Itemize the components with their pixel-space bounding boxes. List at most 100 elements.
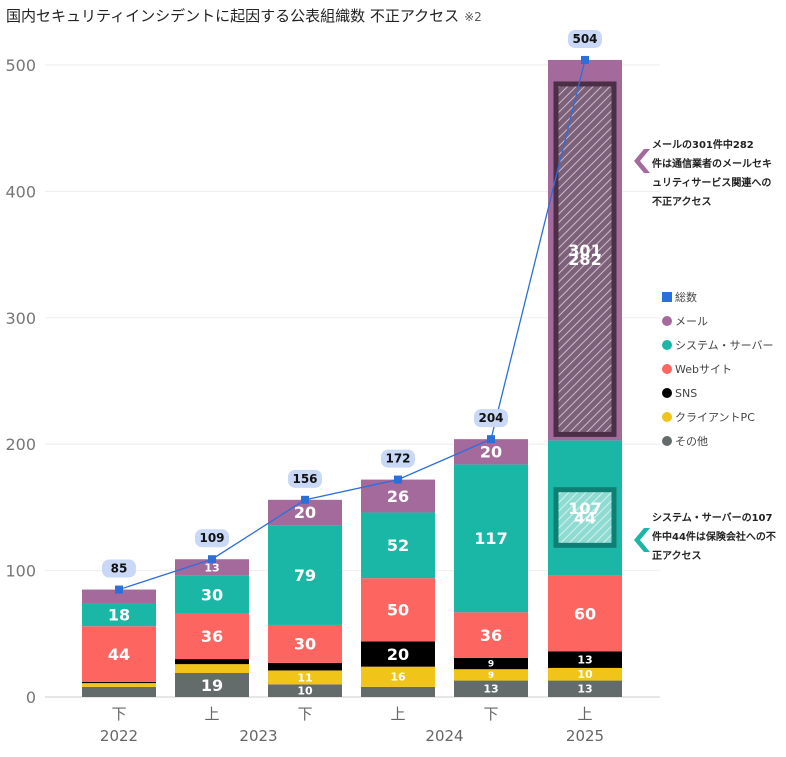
total-label-bubble <box>568 29 602 48</box>
bar-segment <box>175 559 249 576</box>
highlight-label: 282 <box>568 250 601 269</box>
highlights <box>553 81 617 548</box>
bar-segment <box>548 651 622 668</box>
legend-marker <box>662 340 672 350</box>
segment-label: 301 <box>568 241 601 260</box>
bar-segment <box>268 499 342 526</box>
x-tick-label: 下 <box>297 705 312 723</box>
total-marker <box>581 55 589 64</box>
segment-label: 20 <box>387 645 409 664</box>
y-tick-label: 500 <box>5 56 36 75</box>
segment-label: 50 <box>387 601 409 620</box>
legend-marker <box>662 412 672 422</box>
y-tick-label: 100 <box>5 562 36 581</box>
total-label: 204 <box>478 411 503 425</box>
segment-label: 13 <box>483 683 498 696</box>
legend-label: SNS <box>675 387 697 400</box>
highlight-label: 44 <box>574 509 596 528</box>
x-year-label: 2022 <box>100 727 138 745</box>
segment-label: 19 <box>201 676 223 695</box>
bar-segment <box>82 686 156 697</box>
legend-label: メール <box>675 315 708 328</box>
y-tick-label: 0 <box>26 688 36 707</box>
legend-marker <box>662 388 672 398</box>
bar-segment <box>268 624 342 663</box>
bar-segment <box>361 666 435 687</box>
callout-arrow-icon <box>634 149 650 173</box>
segment-label: 117 <box>474 529 507 548</box>
total-marker <box>115 585 123 594</box>
x-tick-label: 下 <box>111 705 126 723</box>
chart-title: 国内セキュリティインシデントに起因する公表組織数 不正アクセス ※2 <box>6 7 482 25</box>
bar-segment <box>82 603 156 627</box>
total-marker <box>208 555 216 564</box>
bars <box>82 59 622 697</box>
bar-segment <box>454 439 528 465</box>
bar-segment <box>361 686 435 697</box>
segment-label: 60 <box>574 604 596 623</box>
legend-marker <box>662 292 672 302</box>
legend-marker <box>662 436 672 446</box>
bar-segment <box>454 464 528 613</box>
segment-label: 20 <box>480 443 502 462</box>
bar-segment <box>548 680 622 697</box>
segment-label: 13 <box>577 654 592 667</box>
bar-segment <box>82 626 156 682</box>
segment-label: 18 <box>108 606 130 625</box>
bar-segment <box>454 612 528 658</box>
highlight-region <box>553 81 617 437</box>
total-line <box>118 59 586 591</box>
bar-segment <box>361 578 435 642</box>
total-label-bubble <box>102 559 136 578</box>
bar-segment <box>361 641 435 667</box>
bar-segment <box>454 657 528 670</box>
bar-segment <box>82 681 156 684</box>
segment-label: 30 <box>294 635 316 654</box>
x-axis: 下 上 下 上 下 上 2022 2023 2024 2025 <box>100 705 604 745</box>
segment-label: 26 <box>387 487 409 506</box>
legend-label: Webサイト <box>675 363 732 376</box>
segment-label: 44 <box>108 645 130 664</box>
bar-segment <box>548 575 622 652</box>
segment-label: 79 <box>294 566 316 585</box>
x-tick-label: 上 <box>204 705 219 723</box>
segment-label: 107 <box>568 499 601 518</box>
callout-text: システム・サーバーの107 件中44件は保険会社への不正アクセス <box>652 512 776 562</box>
x-tick-label: 上 <box>390 705 405 723</box>
y-tick-label: 400 <box>5 182 36 201</box>
segment-label: 36 <box>201 627 223 646</box>
total-label-bubble <box>195 529 229 548</box>
y-axis: 0 100 200 300 400 500 <box>5 56 36 707</box>
total-marker <box>301 495 309 504</box>
legend-label: クライアントPC <box>675 411 755 424</box>
segment-label: 36 <box>480 626 502 645</box>
segment-label: 11 <box>297 671 312 684</box>
segment-label: 16 <box>390 671 406 684</box>
legend-label: その他 <box>675 435 708 448</box>
total-line: 85 109 156 172 204 504 <box>102 29 602 594</box>
total-label: 504 <box>572 32 597 46</box>
total-label: 109 <box>199 531 224 545</box>
total-label-bubble <box>381 449 415 468</box>
segment-label: 13 <box>204 561 219 574</box>
total-marker <box>394 475 402 484</box>
x-tick-label: 下 <box>483 705 498 723</box>
bar-segment <box>82 683 156 687</box>
bar-segment <box>175 664 249 673</box>
total-label: 172 <box>385 452 410 466</box>
bar-segment <box>175 672 249 697</box>
segment-label: 10 <box>577 668 593 681</box>
x-tick-label: 上 <box>577 705 592 723</box>
segment-label: 20 <box>294 503 316 522</box>
annotations: メールの301件中282 件は通信業者のメールセキュリティサービス関連への不正アク… <box>634 138 776 562</box>
legend-label: システム・サーバー <box>675 339 774 352</box>
bar-segment <box>175 659 249 665</box>
bar-segment <box>548 667 622 681</box>
total-label-bubble <box>288 469 322 488</box>
x-year-label: 2024 <box>425 727 463 745</box>
total-label-bubble <box>474 409 508 428</box>
segment-label: 9 <box>488 660 494 670</box>
legend-marker <box>662 316 672 326</box>
